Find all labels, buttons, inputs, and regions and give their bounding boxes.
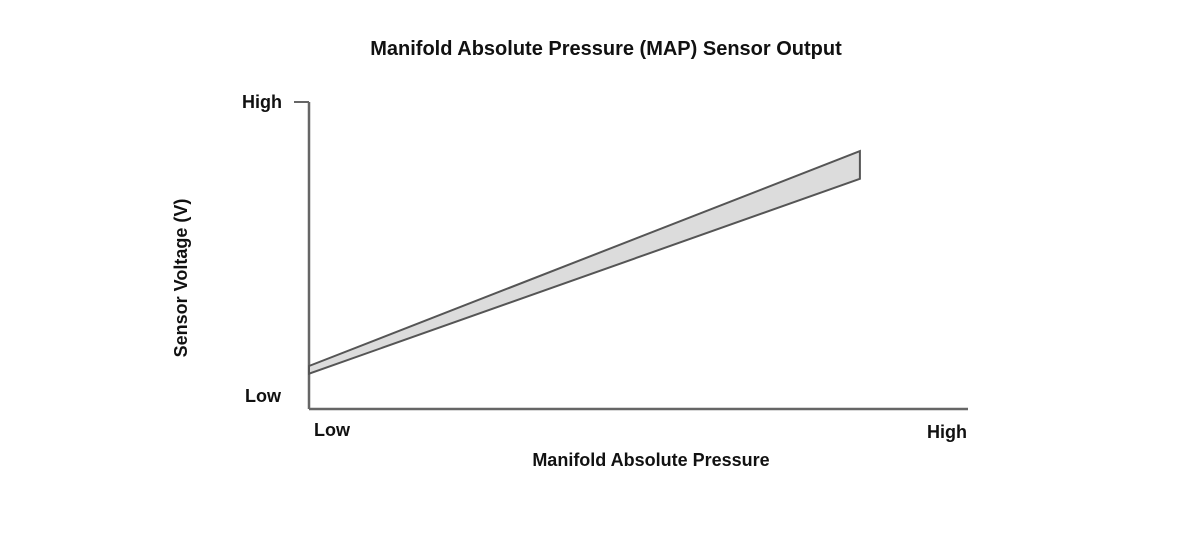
y-tick-label-low: Low bbox=[245, 386, 282, 406]
x-axis-label: Manifold Absolute Pressure bbox=[532, 450, 769, 470]
chart-title: Manifold Absolute Pressure (MAP) Sensor … bbox=[370, 38, 842, 60]
plot-area bbox=[308, 149, 861, 376]
sensor-output-band bbox=[308, 149, 861, 376]
y-axis-label: Sensor Voltage (V) bbox=[171, 199, 191, 358]
y-tick-label-high: High bbox=[242, 92, 282, 112]
x-tick-label-high: High bbox=[927, 422, 967, 442]
x-tick-label-low: Low bbox=[314, 420, 351, 440]
